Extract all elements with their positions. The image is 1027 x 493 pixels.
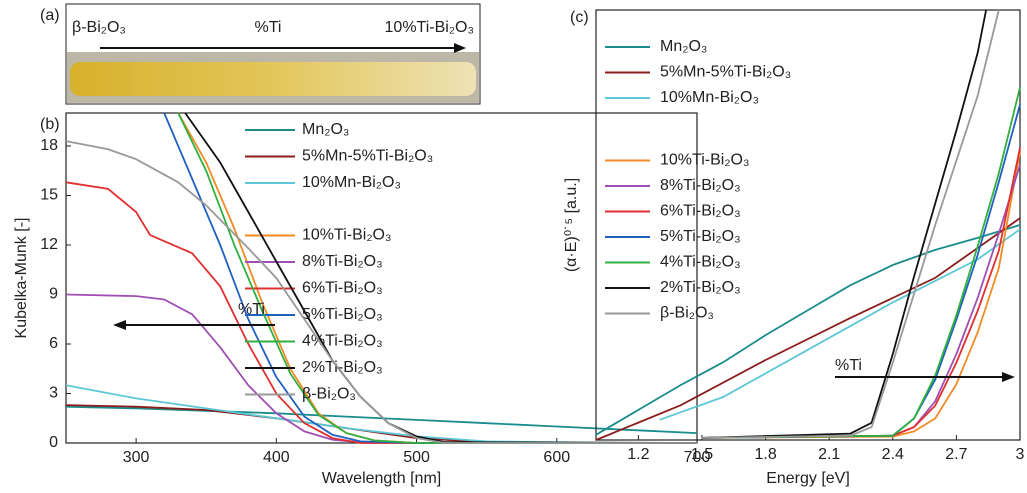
x-tick-label: 400: [263, 449, 290, 466]
legend-label: 10%Ti-Bi₂O₃: [302, 227, 391, 244]
legend-label: 6%Ti-Bi₂O₃: [302, 280, 383, 297]
legend-label: 4%Ti-Bi₂O₃: [660, 254, 741, 271]
y-tick-label: 12: [40, 236, 58, 253]
curve: [659, 228, 1021, 421]
panel-label: (c): [570, 9, 589, 26]
curve: [65, 140, 697, 444]
curve: [177, 112, 697, 444]
annotation: %Ti: [238, 301, 265, 318]
x-axis-label: Wavelength [nm]: [322, 470, 441, 487]
legend-label: 8%Ti-Bi₂O₃: [302, 253, 383, 270]
legend-label: 4%Ti-Bi₂O₃: [302, 333, 383, 350]
photo-arrow-head: [454, 43, 466, 53]
annotation-arrow-head: [113, 320, 126, 330]
x-tick-label: 600: [543, 449, 570, 466]
y-tick-label: 9: [49, 286, 58, 303]
y-tick-label: 3: [49, 385, 58, 402]
photo-right-label: 10%Ti-Bi₂O₃: [385, 19, 474, 36]
y-tick-label: 6: [49, 335, 58, 352]
x-tick-label: 700: [684, 449, 711, 466]
photo-left-label: β-Bi₂O₃: [72, 19, 126, 36]
charts: 300 400 500 600 700 0 3 6 9 12 15 18 Wavelength [nm]…: [13, 9, 1024, 487]
legend-label: 5%Mn-5%Ti-Bi₂O₃: [660, 64, 791, 81]
annotation-arrow-head: [1002, 372, 1015, 382]
curve: [701, 104, 1021, 439]
legend-label: 10%Mn-Bi₂O₃: [302, 174, 401, 191]
legend-label: 5%Mn-5%Ti-Bi₂O₃: [302, 148, 433, 165]
x-tick-label: 2.1: [818, 446, 840, 463]
legend-label: 10%Mn-Bi₂O₃: [660, 89, 759, 106]
curve: [65, 181, 697, 444]
curve: [595, 224, 1021, 436]
curve: [701, 9, 1000, 439]
curve: [595, 217, 1021, 441]
photo-frame: [65, 3, 481, 105]
curve: [65, 384, 697, 444]
curve: [65, 405, 698, 434]
x-tick-label: 1.2: [627, 446, 649, 463]
y-axis-label: Kubelka-Munk [-]: [13, 218, 30, 339]
legend-label: 2%Ti-Bi₂O₃: [660, 279, 741, 296]
x-tick-label: 2.4: [882, 446, 904, 463]
y-tick-label: 15: [40, 187, 58, 204]
x-tick-label: 300: [123, 449, 150, 466]
curve: [701, 87, 1021, 439]
legend-label: 8%Ti-Bi₂O₃: [660, 177, 741, 194]
photo-samples: [70, 62, 476, 96]
curve: [701, 147, 1021, 439]
photo-center-label: %Ti: [255, 19, 282, 36]
legend-label: 5%Ti-Bi₂O₃: [660, 228, 741, 245]
legend-label: Mn₂O₃: [302, 121, 349, 138]
legend-label: 5%Ti-Bi₂O₃: [302, 306, 383, 323]
y-tick-label: 0: [49, 434, 58, 451]
panel-label: (a): [40, 7, 60, 24]
legend-label: 6%Ti-Bi₂O₃: [660, 203, 741, 220]
x-tick-label: 500: [403, 449, 430, 466]
x-tick-label: 2.7: [945, 446, 967, 463]
curve: [701, 151, 1021, 439]
x-tick-label: 1.8: [754, 446, 776, 463]
legend-label: β-Bi₂O₃: [660, 305, 714, 322]
legend-label: 10%Ti-Bi₂O₃: [660, 152, 749, 169]
x-axis-label: Energy [eV]: [766, 470, 850, 487]
x-tick-label: 1.5: [691, 446, 713, 463]
x-tick-label: 3: [1016, 446, 1025, 463]
annotation: %Ti: [835, 357, 862, 374]
y-tick-label: 18: [40, 137, 58, 154]
y-axis-label: (α·E)⁰˙⁵ [a.u.]: [563, 178, 580, 272]
curve: [701, 164, 1021, 439]
legend-label: 2%Ti-Bi₂O₃: [302, 359, 383, 376]
legend-label: β-Bi₂O₃: [302, 386, 356, 403]
panel-label: (b): [40, 116, 60, 133]
curve: [701, 9, 987, 439]
legend-label: Mn₂O₃: [660, 38, 707, 55]
